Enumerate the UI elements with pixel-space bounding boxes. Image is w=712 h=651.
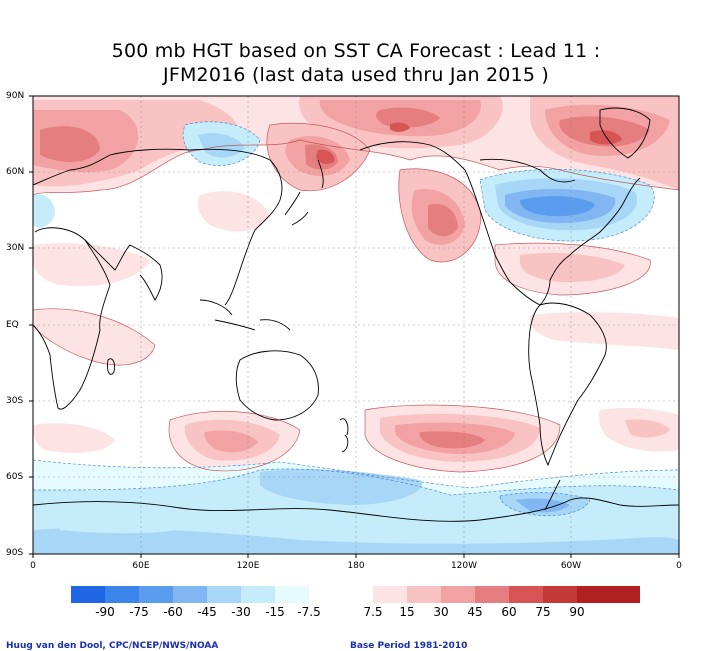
lat-label-60n: 60N [6, 167, 25, 177]
colorbar-label: -60 [163, 605, 183, 619]
colorbar-label: 15 [399, 605, 415, 619]
colorbar-swatch [173, 586, 207, 603]
colorbar-swatch [275, 586, 309, 603]
map-title-line-1: 500 mb HGT based on SST CA Forecast : Le… [111, 40, 601, 62]
colorbar-label: -30 [231, 605, 251, 619]
coastlines [33, 107, 679, 522]
lon-label-120w: 120W [450, 561, 478, 571]
lon-label-0-east: 0 [676, 561, 682, 571]
lon-label-180: 180 [347, 561, 365, 571]
lon-label-120e: 120E [236, 561, 260, 571]
lat-label-90n: 90N [6, 91, 25, 101]
colorbar-swatch [509, 586, 543, 603]
colorbar [71, 586, 640, 603]
colorbar-swatch [475, 586, 509, 603]
colorbar-swatch [139, 586, 173, 603]
lon-label-60e: 60E [132, 561, 150, 571]
lat-label-30n: 30N [6, 243, 25, 253]
colorbar-label: -90 [95, 605, 115, 619]
base-period-text: Base Period 1981-2010 [350, 641, 468, 651]
anomaly-field [33, 96, 679, 554]
credit-text: Huug van den Dool, CPC/NCEP/NWS/NOAA [6, 641, 219, 651]
lon-label-0-west: 0 [30, 561, 36, 571]
colorbar-swatch [71, 586, 105, 603]
colorbar-label: 75 [535, 605, 551, 619]
lat-label-eq: EQ [6, 320, 19, 330]
map-title-line-2: JFM2016 (last data used thru Jan 2015 ) [163, 64, 549, 86]
colorbar-label: 7.5 [363, 605, 383, 619]
colorbar-swatch [373, 586, 407, 603]
colorbar-swatch [577, 586, 640, 603]
colorbar-swatch [241, 586, 275, 603]
colorbar-label: -45 [197, 605, 217, 619]
colorbar-label: 45 [467, 605, 483, 619]
colorbar-swatch [207, 586, 241, 603]
colorbar-label: 30 [433, 605, 449, 619]
colorbar-swatch [105, 586, 139, 603]
colorbar-swatch [309, 586, 373, 603]
gridlines [33, 96, 679, 554]
lat-label-90s: 90S [6, 548, 24, 558]
colorbar-label: -7.5 [297, 605, 321, 619]
lat-label-30s: 30S [6, 396, 24, 406]
colorbar-label: -75 [129, 605, 149, 619]
colorbar-label: 60 [501, 605, 517, 619]
colorbar-swatch [543, 586, 577, 603]
axis-ticks [29, 95, 680, 558]
colorbar-label: -15 [265, 605, 285, 619]
colorbar-label: 90 [569, 605, 585, 619]
lon-label-60w: 60W [560, 561, 582, 571]
colorbar-swatch [407, 586, 441, 603]
lat-label-60s: 60S [6, 472, 24, 482]
colorbar-swatch [441, 586, 475, 603]
